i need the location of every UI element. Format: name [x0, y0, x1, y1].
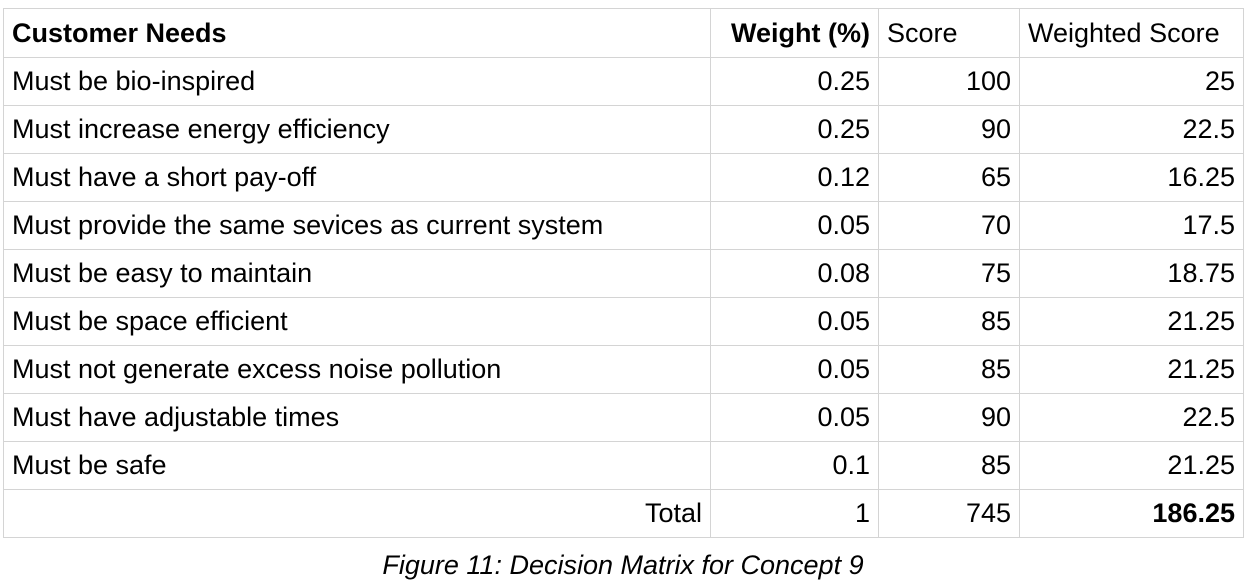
- score-cell: 85: [878, 441, 1020, 490]
- figure-caption: Figure 11: Decision Matrix for Concept 9: [382, 550, 864, 580]
- table-row: Must be space efficient 0.05 85 21.25: [3, 297, 1244, 346]
- score-cell: 75: [878, 249, 1020, 298]
- weighted-score-cell: 21.25: [1019, 441, 1244, 490]
- need-cell: Must have a short pay-off: [3, 153, 711, 202]
- score-cell: 90: [878, 105, 1020, 154]
- weighted-score-cell: 21.25: [1019, 345, 1244, 394]
- weight-cell: 0.25: [710, 57, 879, 106]
- weighted-score-cell: 21.25: [1019, 297, 1244, 346]
- need-cell: Must be safe: [3, 441, 711, 490]
- table-row: Must be safe 0.1 85 21.25: [3, 441, 1244, 490]
- need-cell: Must increase energy efficiency: [3, 105, 711, 154]
- score-cell: 65: [878, 153, 1020, 202]
- header-row: Customer Needs Weight (%) Score Weighted…: [3, 8, 1244, 58]
- weight-cell: 0.05: [710, 393, 879, 442]
- score-cell: 70: [878, 201, 1020, 250]
- weighted-score-cell: 25: [1019, 57, 1244, 106]
- total-weight: 1: [710, 489, 879, 538]
- weight-cell: 0.05: [710, 201, 879, 250]
- table-row: Must increase energy efficiency 0.25 90 …: [3, 105, 1244, 154]
- table-row: Must not generate excess noise pollution…: [3, 345, 1244, 394]
- weight-cell: 0.05: [710, 297, 879, 346]
- weight-cell: 0.1: [710, 441, 879, 490]
- weight-cell: 0.12: [710, 153, 879, 202]
- header-customer-needs: Customer Needs: [3, 8, 711, 58]
- total-score: 745: [878, 489, 1020, 538]
- header-weighted-score: Weighted Score: [1019, 8, 1244, 58]
- table-row: Must be easy to maintain 0.08 75 18.75: [3, 249, 1244, 298]
- need-cell: Must have adjustable times: [3, 393, 711, 442]
- decision-matrix-table: Customer Needs Weight (%) Score Weighted…: [3, 8, 1244, 538]
- header-weight: Weight (%): [710, 8, 879, 58]
- need-cell: Must provide the same sevices as current…: [3, 201, 711, 250]
- table-row: Must be bio-inspired 0.25 100 25: [3, 57, 1244, 106]
- weight-cell: 0.08: [710, 249, 879, 298]
- header-score: Score: [878, 8, 1020, 58]
- score-cell: 85: [878, 297, 1020, 346]
- total-row: Total 1 745 186.25: [3, 489, 1244, 538]
- weighted-score-cell: 16.25: [1019, 153, 1244, 202]
- need-cell: Must be bio-inspired: [3, 57, 711, 106]
- score-cell: 90: [878, 393, 1020, 442]
- total-weighted-score: 186.25: [1019, 489, 1244, 538]
- decision-matrix: Customer Needs Weight (%) Score Weighted…: [3, 8, 1244, 538]
- table-row: Must have a short pay-off 0.12 65 16.25: [3, 153, 1244, 202]
- total-label: Total: [3, 489, 711, 538]
- table-row: Must provide the same sevices as current…: [3, 201, 1244, 250]
- need-cell: Must not generate excess noise pollution: [3, 345, 711, 394]
- need-cell: Must be easy to maintain: [3, 249, 711, 298]
- weighted-score-cell: 18.75: [1019, 249, 1244, 298]
- table-row: Must have adjustable times 0.05 90 22.5: [3, 393, 1244, 442]
- weighted-score-cell: 22.5: [1019, 105, 1244, 154]
- weighted-score-cell: 22.5: [1019, 393, 1244, 442]
- score-cell: 100: [878, 57, 1020, 106]
- need-cell: Must be space efficient: [3, 297, 711, 346]
- score-cell: 85: [878, 345, 1020, 394]
- weighted-score-cell: 17.5: [1019, 201, 1244, 250]
- weight-cell: 0.25: [710, 105, 879, 154]
- weight-cell: 0.05: [710, 345, 879, 394]
